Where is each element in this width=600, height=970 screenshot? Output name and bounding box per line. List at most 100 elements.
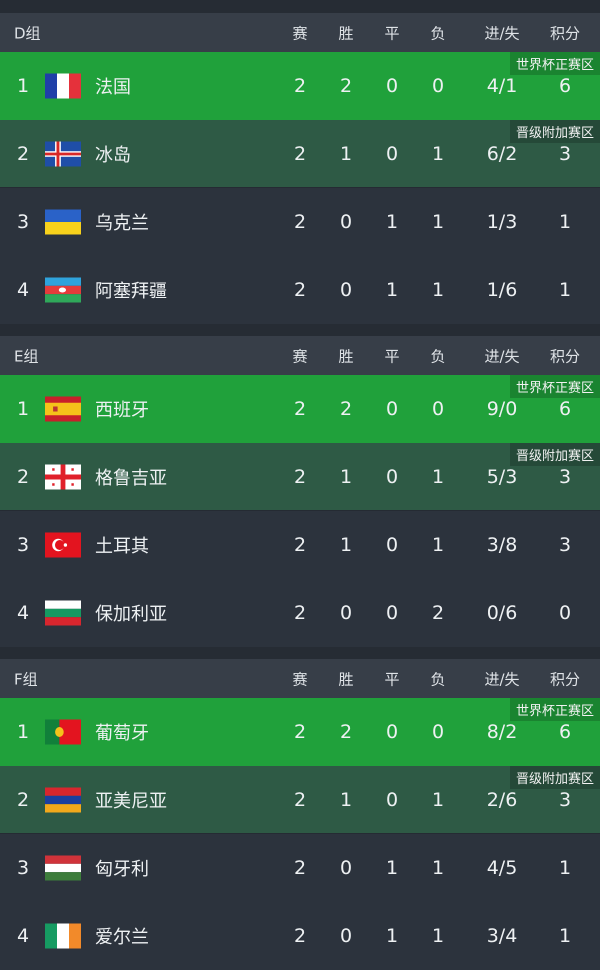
column-header-drawn: 平 (384, 670, 400, 688)
team-points: 1 (558, 211, 572, 233)
team-goals: 8/2 (486, 721, 518, 743)
column-header-lost: 负 (430, 24, 446, 42)
team-points: 0 (558, 602, 572, 624)
group-header: E组 赛 胜 平 负 进/失 积分 (0, 324, 600, 375)
team-points: 3 (558, 534, 572, 556)
team-won: 0 (339, 925, 353, 947)
team-drawn: 1 (385, 211, 399, 233)
iceland-flag-icon (45, 141, 81, 166)
team-goals: 3/4 (486, 925, 518, 947)
team-rank: 4 (16, 925, 30, 947)
column-header-points: 积分 (549, 24, 581, 42)
team-goals: 3/8 (486, 534, 518, 556)
team-name[interactable]: 保加利亚 (95, 604, 167, 625)
team-goals: 1/3 (486, 211, 518, 233)
team-rank: 1 (16, 398, 30, 420)
team-rank: 4 (16, 602, 30, 624)
team-name[interactable]: 匈牙利 (95, 859, 149, 880)
column-header-goals: 进/失 (484, 670, 520, 688)
team-lost: 1 (431, 211, 445, 233)
team-name[interactable]: 乌克兰 (95, 213, 149, 234)
team-lost: 0 (431, 75, 445, 97)
team-rank: 2 (16, 142, 30, 165)
team-lost: 1 (431, 857, 445, 879)
ireland-flag-icon (45, 923, 81, 949)
team-points: 1 (558, 925, 572, 947)
team-name[interactable]: 土耳其 (95, 536, 149, 557)
team-goals: 6/2 (486, 142, 518, 165)
team-points: 3 (558, 142, 572, 165)
team-rank: 1 (16, 721, 30, 743)
team-drawn: 1 (385, 857, 399, 879)
team-name[interactable]: 爱尔兰 (95, 927, 149, 948)
team-points: 6 (558, 398, 572, 420)
column-header-lost: 负 (430, 670, 446, 688)
table-row[interactable]: 晋级附加赛区 2 冰岛 2 1 0 1 6/2 3 (0, 120, 600, 188)
team-played: 2 (293, 279, 307, 301)
team-lost: 1 (431, 465, 445, 488)
team-played: 2 (293, 925, 307, 947)
table-row[interactable]: 3 土耳其 2 1 0 1 3/8 3 (0, 511, 600, 579)
table-row[interactable]: 世界杯正赛区 1 法国 2 2 0 0 4/1 6 (0, 52, 600, 120)
top-bar (0, 0, 600, 13)
table-row[interactable]: 4 爱尔兰 2 0 1 1 3/4 1 (0, 902, 600, 970)
team-points: 6 (558, 75, 572, 97)
table-row[interactable]: 4 保加利亚 2 0 0 2 0/6 0 (0, 579, 600, 647)
team-rank: 3 (16, 211, 30, 233)
table-row[interactable]: 4 阿塞拜疆 2 0 1 1 1/6 1 (0, 256, 600, 324)
team-rank: 1 (16, 75, 30, 97)
column-header-goals: 进/失 (484, 24, 520, 42)
team-goals: 9/0 (486, 398, 518, 420)
team-played: 2 (293, 142, 307, 165)
team-points: 1 (558, 279, 572, 301)
group-name: F组 (14, 670, 38, 688)
table-row[interactable]: 晋级附加赛区 2 格鲁吉亚 2 1 0 1 5/3 3 (0, 443, 600, 511)
zone-label: 晋级附加赛区 (509, 443, 600, 466)
group-name: E组 (14, 347, 39, 365)
column-header-goals: 进/失 (484, 347, 520, 365)
column-header-played: 赛 (292, 24, 308, 42)
team-name[interactable]: 冰岛 (95, 144, 131, 166)
team-name[interactable]: 西班牙 (95, 400, 149, 421)
team-name[interactable]: 亚美尼亚 (95, 790, 167, 812)
team-drawn: 0 (385, 75, 399, 97)
azerbaijan-flag-icon (45, 277, 81, 303)
table-row[interactable]: 世界杯正赛区 1 西班牙 2 2 0 0 9/0 6 (0, 375, 600, 443)
team-drawn: 0 (385, 398, 399, 420)
team-drawn: 0 (385, 142, 399, 165)
team-lost: 1 (431, 788, 445, 811)
team-name[interactable]: 阿塞拜疆 (95, 281, 167, 302)
team-drawn: 0 (385, 721, 399, 743)
column-header-won: 胜 (338, 347, 354, 365)
team-goals: 4/1 (486, 75, 518, 97)
team-won: 1 (339, 142, 353, 165)
team-drawn: 0 (385, 602, 399, 624)
table-row[interactable]: 晋级附加赛区 2 亚美尼亚 2 1 0 1 2/6 3 (0, 766, 600, 834)
team-won: 0 (339, 857, 353, 879)
table-row[interactable]: 3 乌克兰 2 0 1 1 1/3 1 (0, 188, 600, 256)
team-played: 2 (293, 857, 307, 879)
team-name[interactable]: 格鲁吉亚 (95, 467, 167, 489)
team-won: 2 (339, 75, 353, 97)
ukraine-flag-icon (45, 209, 81, 235)
team-won: 2 (339, 398, 353, 420)
table-row[interactable]: 世界杯正赛区 1 葡萄牙 2 2 0 0 8/2 6 (0, 698, 600, 766)
portugal-flag-icon (45, 719, 81, 745)
team-name[interactable]: 葡萄牙 (95, 723, 149, 744)
zone-label: 世界杯正赛区 (509, 375, 600, 398)
team-name[interactable]: 法国 (95, 77, 131, 98)
bulgaria-flag-icon (45, 600, 81, 626)
spain-flag-icon (45, 396, 81, 422)
column-header-drawn: 平 (384, 24, 400, 42)
group-header: F组 赛 胜 平 负 进/失 积分 (0, 647, 600, 698)
team-played: 2 (293, 465, 307, 488)
team-lost: 1 (431, 279, 445, 301)
team-lost: 1 (431, 142, 445, 165)
team-won: 1 (339, 534, 353, 556)
team-rank: 2 (16, 465, 30, 488)
team-won: 0 (339, 211, 353, 233)
team-drawn: 1 (385, 279, 399, 301)
table-row[interactable]: 3 匈牙利 2 0 1 1 4/5 1 (0, 834, 600, 902)
group-header: D组 赛 胜 平 负 进/失 积分 (0, 13, 600, 52)
team-won: 2 (339, 721, 353, 743)
